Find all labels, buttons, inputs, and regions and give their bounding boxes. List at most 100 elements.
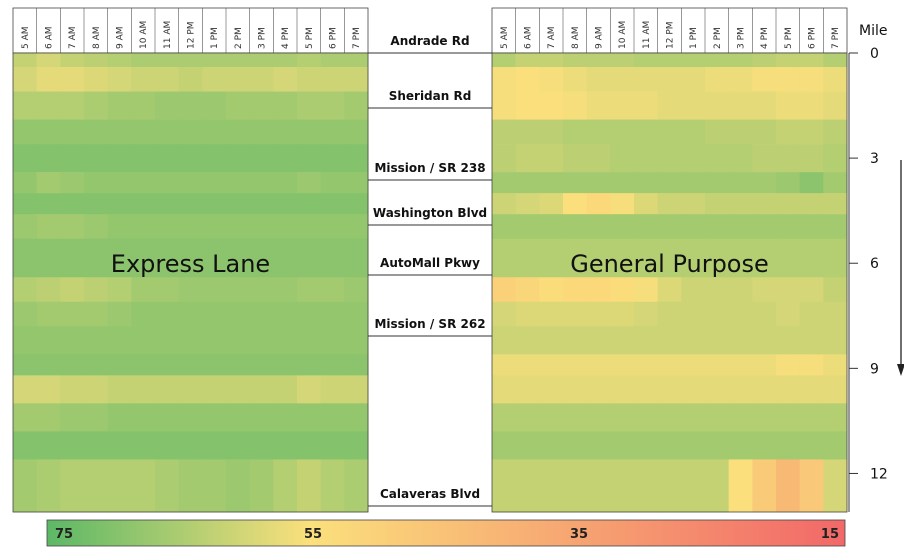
heat-cell — [202, 326, 227, 355]
heat-cell — [705, 375, 730, 404]
heat-cell — [320, 403, 345, 432]
heat-cell — [84, 193, 109, 215]
heat-cell — [492, 375, 517, 404]
time-tick-label: 5 PM — [305, 27, 315, 49]
heat-cell — [492, 119, 517, 145]
heat-cell — [273, 214, 298, 240]
heat-cell — [202, 301, 227, 327]
heat-cell — [60, 403, 85, 432]
heat-cell — [776, 459, 801, 513]
heat-cell — [344, 119, 369, 145]
time-tick-label: 3 PM — [737, 27, 747, 49]
heat-cell — [634, 277, 659, 303]
heat-cell — [178, 459, 203, 513]
heat-cell — [705, 144, 730, 173]
heat-cell — [799, 459, 824, 513]
heat-cell — [202, 193, 227, 215]
heat-cell — [36, 326, 61, 355]
heat-cell — [776, 277, 801, 303]
heat-cell — [705, 459, 730, 513]
heat-cell — [320, 53, 345, 68]
heat-cell — [131, 238, 156, 278]
heat-cell — [84, 238, 109, 278]
heat-cell — [563, 354, 588, 376]
heat-cell — [36, 375, 61, 404]
heat-cell — [107, 431, 132, 460]
heat-cell — [799, 301, 824, 327]
heat-cell — [634, 354, 659, 376]
heat-cell — [36, 354, 61, 376]
heat-cell — [297, 459, 322, 513]
heat-cell — [515, 354, 540, 376]
heat-cell — [681, 238, 706, 278]
heat-cell — [492, 301, 517, 327]
heat-cell — [155, 67, 180, 92]
heat-cell — [202, 354, 227, 376]
heat-cell — [297, 214, 322, 240]
heat-cell — [823, 277, 848, 303]
heat-cell — [776, 144, 801, 173]
heat-cell — [586, 67, 611, 92]
heat-cell — [728, 431, 753, 460]
heat-cell — [107, 193, 132, 215]
heat-cell — [563, 214, 588, 240]
heat-cell — [297, 354, 322, 376]
heat-cell — [705, 53, 730, 68]
heat-cell — [249, 214, 274, 240]
heat-cell — [297, 193, 322, 215]
heat-cell — [273, 238, 298, 278]
heat-cell — [610, 91, 635, 120]
heat-cell — [610, 459, 635, 513]
heat-cell — [563, 53, 588, 68]
heat-cell — [60, 193, 85, 215]
heat-cell — [178, 431, 203, 460]
heat-cell — [84, 354, 109, 376]
heat-cell — [60, 301, 85, 327]
heat-cell — [728, 144, 753, 173]
heat-cell — [634, 326, 659, 355]
heat-cell — [515, 375, 540, 404]
heat-cell — [657, 431, 682, 460]
heat-cell — [155, 375, 180, 404]
heat-cell — [84, 53, 109, 68]
heat-cell — [178, 214, 203, 240]
heat-cell — [492, 354, 517, 376]
heat-cell — [60, 91, 85, 120]
heat-cell — [586, 301, 611, 327]
heat-cell — [657, 91, 682, 120]
time-tick-label: 8 AM — [92, 26, 102, 49]
heat-cell — [539, 238, 564, 278]
heat-cell — [131, 119, 156, 145]
heat-cell — [178, 277, 203, 303]
heat-cell — [776, 431, 801, 460]
heat-cell — [226, 193, 251, 215]
heat-cell — [539, 67, 564, 92]
heat-cell — [563, 144, 588, 173]
heat-cell — [226, 144, 251, 173]
heat-cell — [634, 459, 659, 513]
heat-cell — [610, 193, 635, 215]
heat-cell — [13, 459, 38, 513]
heat-cell — [681, 326, 706, 355]
heat-cell — [131, 301, 156, 327]
heat-cell — [776, 238, 801, 278]
heat-cell — [107, 119, 132, 145]
heat-cell — [681, 214, 706, 240]
heat-cell — [249, 67, 274, 92]
heat-cell — [799, 375, 824, 404]
heat-cell — [84, 375, 109, 404]
heat-cell — [226, 238, 251, 278]
heat-cell — [297, 277, 322, 303]
heat-cell — [36, 67, 61, 92]
heat-cell — [681, 354, 706, 376]
heat-cell — [297, 238, 322, 278]
heat-cell — [539, 375, 564, 404]
heat-cell — [297, 67, 322, 92]
heat-cell — [823, 403, 848, 432]
road-label: Mission / SR 262 — [374, 317, 485, 331]
heat-cell — [728, 354, 753, 376]
heat-cell — [823, 431, 848, 460]
heat-cell — [705, 214, 730, 240]
mile-tick-label: 9 — [870, 361, 879, 377]
heat-cell — [586, 193, 611, 215]
